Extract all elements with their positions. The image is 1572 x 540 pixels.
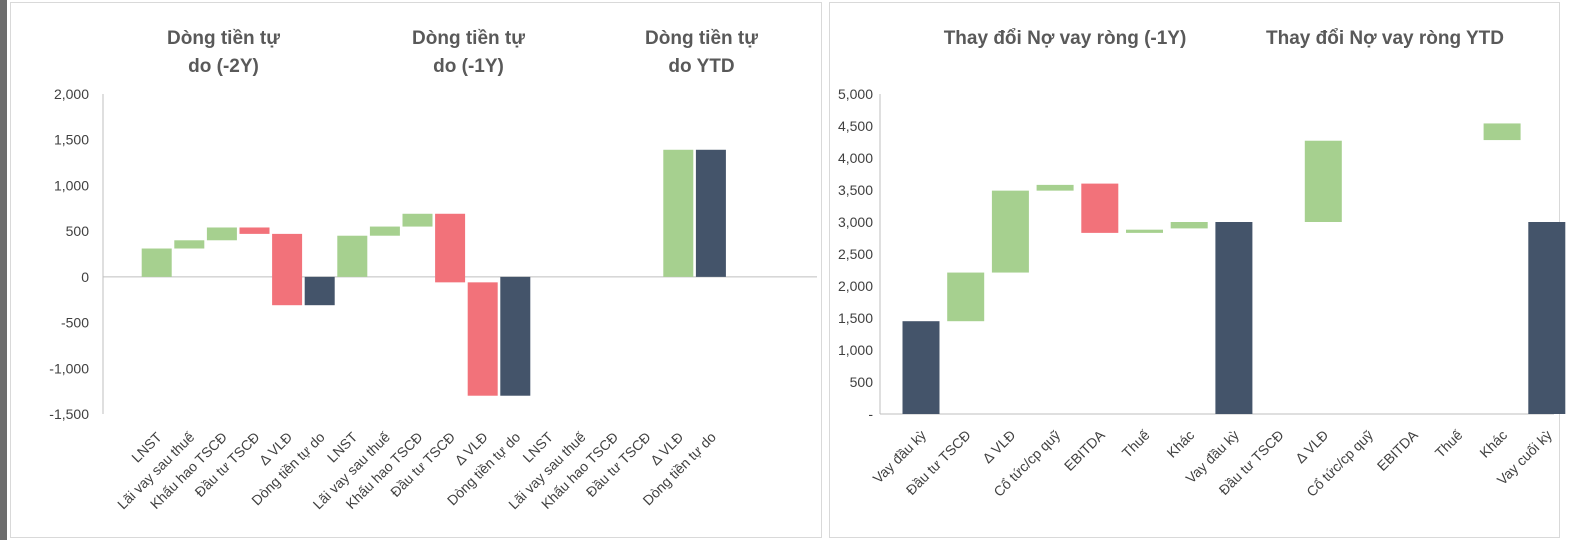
free-cash-flow-chart-panel: Dòng tiền tự do (-2Y) Dòng tiền tự do (-… bbox=[10, 2, 822, 538]
chart-title-line: do (-2Y) bbox=[188, 56, 259, 77]
waterfall-bar-increase bbox=[206, 227, 237, 241]
y-tick-label: 500 bbox=[66, 223, 90, 239]
waterfall-bar-increase bbox=[947, 272, 985, 322]
y-tick-label: 1,000 bbox=[838, 342, 873, 358]
y-tick-label: 500 bbox=[850, 374, 874, 390]
waterfall-bar-increase bbox=[1126, 229, 1163, 233]
y-tick-label: 2,500 bbox=[838, 246, 873, 262]
chart-title-fcf-ytd: Dòng tiền tự do YTD bbox=[614, 25, 789, 81]
chart-title-line: Thay đổi Nợ vay ròng YTD bbox=[1265, 28, 1505, 49]
waterfall-bar-increase bbox=[402, 213, 433, 227]
waterfall-bar-increase bbox=[174, 240, 205, 249]
chart-title-fcf-1y: Dòng tiền tự do (-1Y) bbox=[381, 25, 556, 81]
y-tick-label: -1,000 bbox=[49, 360, 89, 376]
waterfall-bar-decrease bbox=[467, 282, 498, 396]
y-tick-label: 2,000 bbox=[838, 278, 873, 294]
net-debt-waterfall-svg: 5,000 4,500 4,000 3,500 3,000 2,500 2,000 1,500… bbox=[838, 86, 1566, 500]
waterfall-bar-increase bbox=[1036, 184, 1074, 191]
y-tick-label: -500 bbox=[61, 315, 89, 331]
y-tick-label: - bbox=[868, 406, 873, 422]
window-edge bbox=[0, 0, 7, 540]
free-cash-flow-waterfall-svg: 2,0001,5001,0005000-500-1,000-1,500LNSTL… bbox=[49, 86, 817, 512]
waterfall-bar-total bbox=[1215, 222, 1253, 414]
waterfall-bar-decrease bbox=[272, 233, 303, 306]
chart-title-line: Dòng tiền tự bbox=[412, 28, 525, 49]
y-tick-label: 4,500 bbox=[838, 118, 873, 134]
waterfall-bar-increase bbox=[1304, 140, 1342, 222]
y-tick-label: 3,500 bbox=[838, 182, 873, 198]
x-category-label: Thuế bbox=[1119, 427, 1153, 461]
waterfall-bar-total bbox=[500, 276, 531, 396]
x-category-label: EBITDA bbox=[1061, 426, 1109, 474]
waterfall-bar-increase bbox=[991, 190, 1029, 273]
y-tick-label: 1,000 bbox=[54, 177, 89, 193]
y-tick-label: -1,500 bbox=[49, 406, 89, 422]
y-tick-label: 0 bbox=[81, 269, 89, 285]
x-category-label: Δ VLĐ bbox=[979, 427, 1018, 466]
x-category-label: Δ VLĐ bbox=[1292, 427, 1331, 466]
x-category-label: Khác bbox=[1163, 427, 1197, 461]
y-tick-label: 5,000 bbox=[838, 86, 873, 102]
chart-title-line: Dòng tiền tự bbox=[167, 28, 280, 49]
waterfall-bar-total bbox=[304, 276, 335, 306]
waterfall-bar-decrease bbox=[1081, 183, 1119, 233]
waterfall-bar-increase bbox=[1170, 222, 1208, 229]
chart-title-line: Thay đổi Nợ vay ròng (-1Y) bbox=[943, 28, 1187, 49]
waterfall-bar-total bbox=[902, 321, 940, 414]
waterfall-bar-decrease bbox=[435, 213, 466, 283]
x-category-label: Khác bbox=[1476, 427, 1510, 461]
waterfall-bar-decrease bbox=[239, 227, 270, 234]
waterfall-bar-increase bbox=[1483, 123, 1521, 141]
chart-title-line: do (-1Y) bbox=[433, 56, 504, 77]
waterfall-bar-increase bbox=[369, 226, 400, 236]
waterfall-bar-increase bbox=[337, 235, 368, 277]
chart-title-line: do YTD bbox=[668, 56, 735, 77]
y-tick-label: 2,000 bbox=[54, 86, 89, 102]
chart-title-fcf-2y: Dòng tiền tự do (-2Y) bbox=[136, 25, 311, 81]
waterfall-bar-total bbox=[695, 149, 726, 277]
waterfall-bar-increase bbox=[663, 149, 694, 277]
x-category-label: EBITDA bbox=[1374, 426, 1422, 474]
x-category-label: Thuế bbox=[1432, 427, 1466, 461]
chart-title-net-debt-1y: Thay đổi Nợ vay ròng (-1Y) bbox=[925, 25, 1205, 53]
chart-title-net-debt-ytd: Thay đổi Nợ vay ròng YTD bbox=[1245, 25, 1525, 53]
waterfall-bar-increase bbox=[141, 248, 172, 277]
chart-title-line: Dòng tiền tự bbox=[645, 28, 758, 49]
waterfall-bar-total bbox=[1528, 222, 1566, 414]
y-tick-label: 1,500 bbox=[838, 310, 873, 326]
y-tick-label: 4,000 bbox=[838, 150, 873, 166]
net-debt-change-chart-panel: Thay đổi Nợ vay ròng (-1Y) Thay đổi Nợ v… bbox=[829, 2, 1566, 538]
y-tick-label: 3,000 bbox=[838, 214, 873, 230]
y-tick-label: 1,500 bbox=[54, 132, 89, 148]
